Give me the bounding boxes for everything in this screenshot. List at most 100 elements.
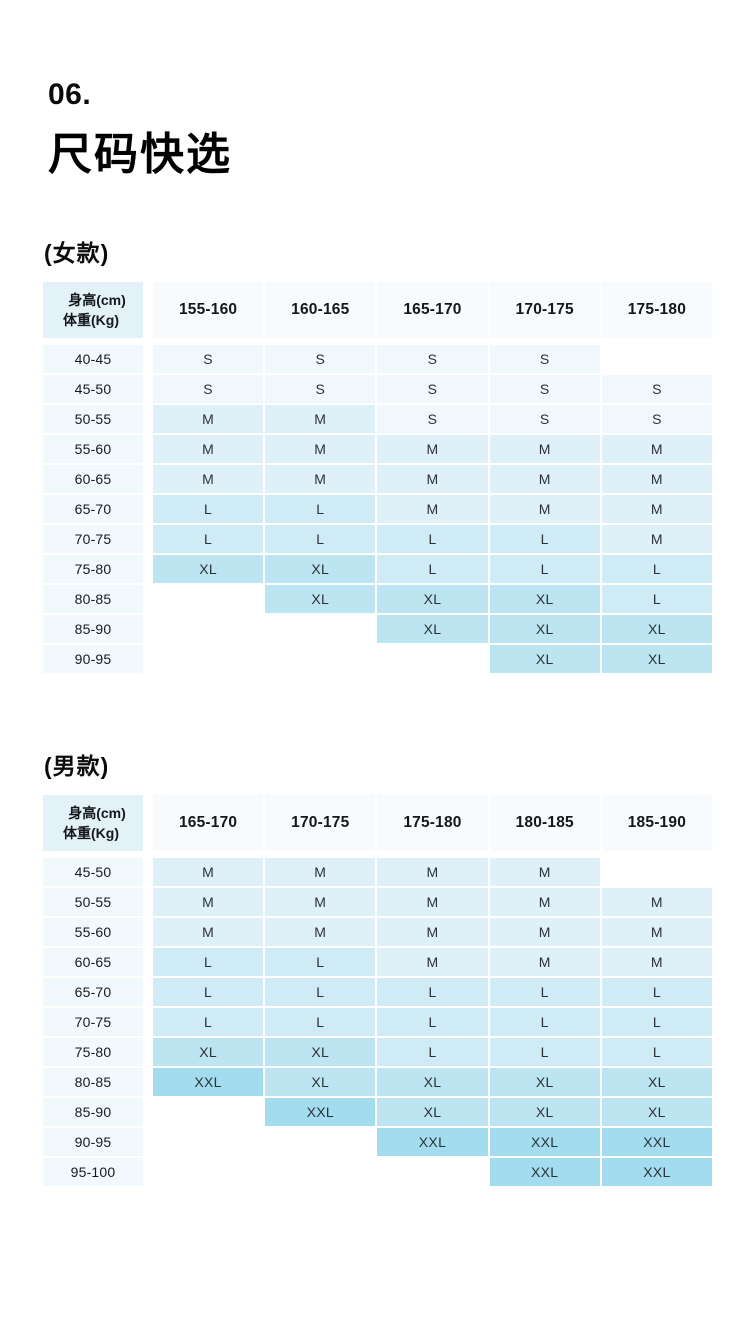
row-label-cell: 65-70 (43, 978, 143, 1006)
size-cell: M (377, 435, 488, 463)
weight-axis-label: 体重(Kg) (63, 825, 119, 841)
size-cell: XL (153, 555, 264, 583)
size-cell: S (265, 345, 376, 373)
row-label-cell: 80-85 (43, 585, 143, 613)
size-cell-empty (602, 345, 712, 373)
size-cell: M (265, 405, 376, 433)
size-cell: M (489, 918, 600, 946)
size-cell: L (265, 978, 376, 1006)
size-cell: M (601, 495, 712, 523)
size-cell: M (601, 525, 712, 553)
row-label-cell: 55-60 (43, 435, 143, 463)
row-label-cell: 45-50 (43, 858, 143, 886)
size-cell: XXL (601, 1158, 712, 1186)
row-label-cell: 75-80 (43, 1038, 143, 1066)
size-cell: L (265, 525, 376, 553)
size-cell: M (601, 465, 712, 493)
size-cell: L (489, 1008, 600, 1036)
row-label-cell: 50-55 (43, 405, 143, 433)
corner-header-cell: 身高(cm) 体重(Kg) (43, 282, 143, 338)
column-header: 170-175 (489, 282, 600, 338)
size-cell: XXL (489, 1158, 600, 1186)
size-tables-container: (女款) 身高(cm) 体重(Kg) 155-160 160-165 165-170… (0, 234, 750, 1186)
size-cell: L (489, 978, 600, 1006)
size-cell: L (153, 1008, 264, 1036)
size-cell: S (601, 405, 712, 433)
size-cell: L (601, 978, 712, 1006)
size-cell: XL (489, 645, 600, 673)
size-cell: M (153, 918, 264, 946)
size-cell: XL (377, 1098, 488, 1126)
size-cell: S (377, 345, 488, 373)
size-cell: L (489, 1038, 600, 1066)
size-cell: XL (377, 615, 488, 643)
page-title: 尺码快选 (48, 130, 232, 179)
section-label: (女款) (44, 240, 110, 266)
size-cell: M (265, 465, 376, 493)
page-heading: 06. 尺码快选 (0, 0, 750, 182)
row-label-cell: 65-70 (43, 495, 143, 523)
size-cell: XL (601, 645, 712, 673)
height-axis-label: 身高(cm) (68, 805, 126, 821)
size-cell: XL (265, 1038, 376, 1066)
size-cell: XL (601, 615, 712, 643)
size-cell: XXL (153, 1068, 264, 1096)
size-cell: L (265, 1008, 376, 1036)
row-label-cell: 90-95 (43, 1128, 143, 1156)
size-cell: M (377, 888, 488, 916)
column-header: 165-170 (153, 795, 264, 851)
size-cell: M (153, 435, 264, 463)
row-label-cell: 55-60 (43, 918, 143, 946)
size-cell: S (377, 405, 488, 433)
row-label-cell: 60-65 (43, 465, 143, 493)
column-header: 175-180 (601, 282, 712, 338)
row-label-cell: 40-45 (43, 345, 143, 373)
size-cell: XL (153, 1038, 264, 1066)
column-header: 160-165 (265, 282, 376, 338)
size-cell: L (377, 555, 488, 583)
size-cell: M (265, 435, 376, 463)
size-cell: L (153, 525, 264, 553)
size-cell: M (489, 495, 600, 523)
size-cell: XXL (377, 1128, 488, 1156)
size-table: 身高(cm) 体重(Kg) 165-170 170-175 175-180 180-1… (43, 795, 712, 1186)
row-label-cell: 75-80 (43, 555, 143, 583)
size-cell: S (489, 345, 600, 373)
size-cell: S (601, 375, 712, 403)
size-cell: L (265, 948, 376, 976)
size-cell: L (153, 495, 264, 523)
size-cell: M (489, 435, 600, 463)
size-cell: M (601, 435, 712, 463)
size-cell: M (265, 918, 376, 946)
size-cell: XL (489, 585, 600, 613)
size-cell-empty (265, 615, 375, 643)
size-cell: XL (265, 585, 376, 613)
size-cell: M (153, 858, 264, 886)
size-cell-empty (153, 585, 263, 613)
size-cell: M (377, 465, 488, 493)
column-header: 155-160 (153, 282, 264, 338)
size-cell: L (153, 948, 264, 976)
size-table: 身高(cm) 体重(Kg) 155-160 160-165 165-170 170-1… (43, 282, 712, 673)
size-cell-empty (265, 645, 375, 673)
size-cell: XL (265, 555, 376, 583)
size-cell-empty (153, 1128, 263, 1156)
row-label-cell: 45-50 (43, 375, 143, 403)
table-header-row: 身高(cm) 体重(Kg) 165-170 170-175 175-180 180-1… (43, 795, 712, 851)
size-cell: M (489, 465, 600, 493)
size-cell: XL (489, 1068, 600, 1096)
column-header: 185-190 (601, 795, 712, 851)
size-cell: M (601, 948, 712, 976)
size-cell: M (601, 888, 712, 916)
size-cell: M (377, 948, 488, 976)
size-cell: L (377, 1008, 488, 1036)
row-label-cell: 85-90 (43, 615, 143, 643)
size-cell-empty (153, 1098, 263, 1126)
women-size-table-section: (女款) 身高(cm) 体重(Kg) 155-160 160-165 165-170… (43, 234, 712, 673)
column-header: 175-180 (377, 795, 488, 851)
size-cell-empty (153, 645, 263, 673)
size-cell: M (489, 858, 600, 886)
size-cell: L (377, 978, 488, 1006)
size-cell: L (489, 525, 600, 553)
